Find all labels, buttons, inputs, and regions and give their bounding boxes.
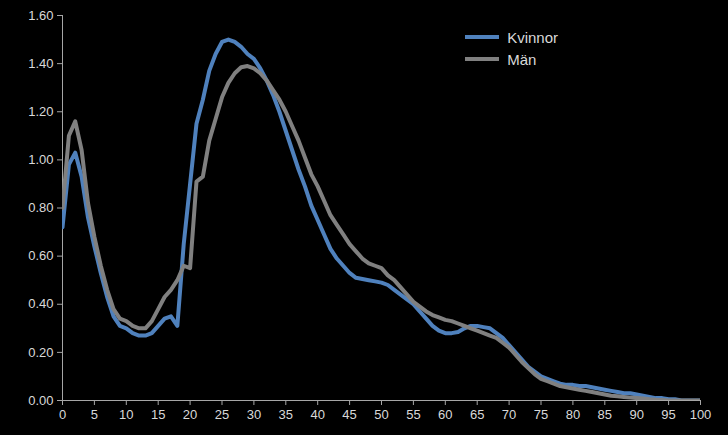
svg-text:35: 35	[279, 407, 293, 422]
svg-text:1.40: 1.40	[28, 56, 53, 71]
svg-text:0.60: 0.60	[28, 248, 53, 263]
svg-text:95: 95	[661, 407, 675, 422]
svg-text:55: 55	[406, 407, 420, 422]
svg-text:30: 30	[247, 407, 261, 422]
svg-text:100: 100	[690, 407, 712, 422]
svg-text:75: 75	[534, 407, 548, 422]
svg-text:50: 50	[374, 407, 388, 422]
svg-text:0.40: 0.40	[28, 296, 53, 311]
svg-text:60: 60	[438, 407, 452, 422]
svg-text:0.80: 0.80	[28, 200, 53, 215]
svg-text:80: 80	[566, 407, 580, 422]
svg-text:0.00: 0.00	[28, 393, 53, 408]
svg-text:5: 5	[91, 407, 98, 422]
svg-text:40: 40	[310, 407, 324, 422]
html-text:Män: Män	[507, 50, 537, 68]
svg-text:0.20: 0.20	[28, 345, 53, 360]
svg-text:1.20: 1.20	[28, 104, 53, 119]
svg-text:45: 45	[342, 407, 356, 422]
svg-text:15: 15	[151, 407, 165, 422]
svg-text:0: 0	[59, 407, 66, 422]
svg-text:1.00: 1.00	[28, 152, 53, 167]
svg-text:65: 65	[470, 407, 484, 422]
svg-text:70: 70	[502, 407, 516, 422]
svg-text:10: 10	[119, 407, 133, 422]
html-text:Kvinnor: Kvinnor	[507, 28, 558, 46]
svg-text:90: 90	[629, 407, 643, 422]
svg-text:85: 85	[598, 407, 612, 422]
svg-text:20: 20	[183, 407, 197, 422]
svg-text:1.60: 1.60	[28, 8, 53, 23]
svg-text:25: 25	[215, 407, 229, 422]
